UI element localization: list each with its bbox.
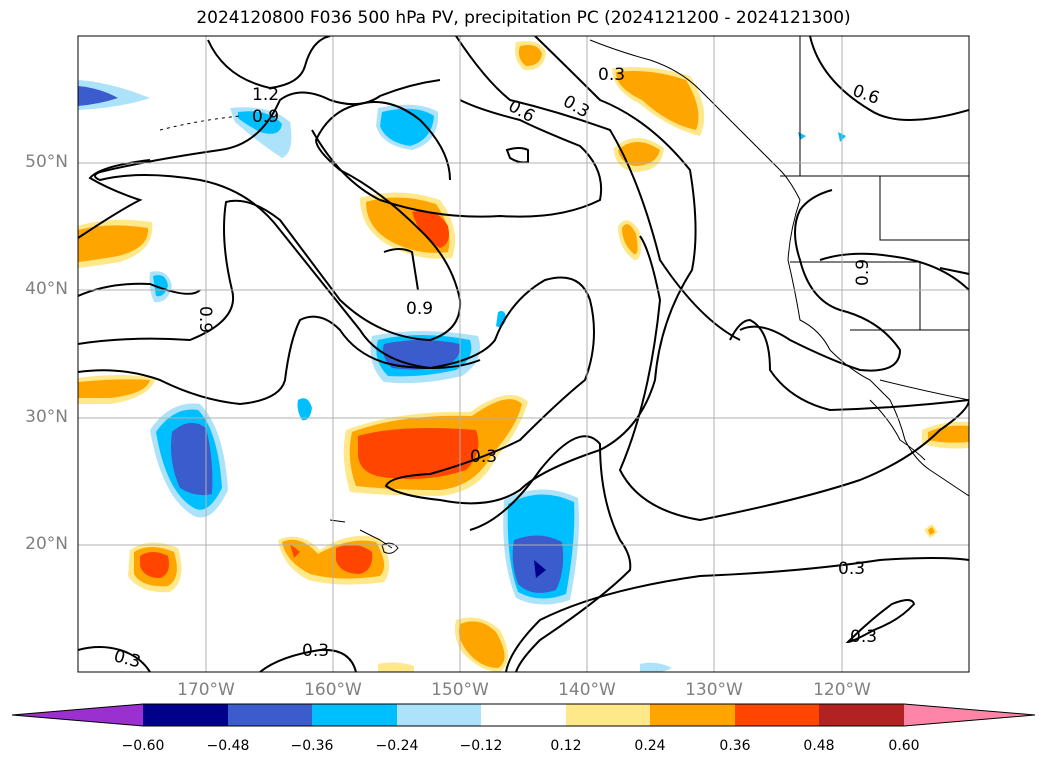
contour-label: 0.6 (850, 81, 882, 109)
map-title: 2024120800 F036 500 hPa PV, precipitatio… (196, 8, 851, 28)
lon-label: 160°W (304, 680, 362, 700)
colorbar-tick: −0.36 (290, 738, 334, 754)
lon-label: 170°W (177, 680, 235, 700)
contour-label: 0.9 (853, 259, 873, 286)
colorbar-segment (650, 704, 735, 726)
contour-label: 0.9 (406, 299, 433, 319)
lon-label: 130°W (685, 680, 743, 700)
contour-label: 0.3 (838, 559, 865, 579)
lat-label: 30°N (25, 407, 68, 427)
lon-label: 140°W (558, 680, 616, 700)
contour-label: 0.3 (559, 91, 592, 122)
pv-contours (78, 36, 969, 672)
colorbar-segment (312, 704, 397, 726)
precipitation-fills (78, 41, 969, 672)
coastlines (159, 36, 969, 554)
colorbar-tick: 0.12 (550, 738, 582, 754)
contour-label: 0.9 (195, 306, 215, 333)
map-frame (77, 35, 970, 673)
colorbar-tick: 0.48 (803, 738, 835, 754)
colorbar-tick: 0.60 (888, 738, 920, 754)
colorbar-tick: 0.24 (634, 738, 666, 754)
lon-label: 150°W (431, 680, 489, 700)
map-area: 1.2 0.9 0.6 0.3 0.3 0.6 0.9 0.9 0.3 0.3 … (78, 36, 969, 672)
lon-label: 120°W (813, 680, 871, 700)
colorbar-extend-high (904, 704, 1035, 726)
colorbar-tick: −0.12 (459, 738, 503, 754)
lat-label: 40°N (25, 279, 68, 299)
colorbar-segment (228, 704, 312, 726)
colorbar-segment (143, 704, 228, 726)
colorbar-extend-low (12, 704, 143, 726)
colorbar (11, 703, 1036, 727)
gridlines (78, 36, 969, 672)
contour-label: 0.3 (850, 627, 877, 647)
contour-label: 0.3 (598, 65, 625, 85)
colorbar-tick: −0.48 (206, 738, 250, 754)
colorbar-segment (481, 704, 566, 726)
contour-label: 0.3 (302, 641, 329, 661)
lat-label: 50°N (25, 152, 68, 172)
colorbar-segment (819, 704, 904, 726)
colorbar-tick: −0.24 (375, 738, 419, 754)
colorbar-segment (397, 704, 481, 726)
colorbar-tick: −0.60 (121, 738, 165, 754)
lat-label: 20°N (25, 534, 68, 554)
contour-label: 0.9 (252, 107, 279, 127)
colorbar-segment (566, 704, 650, 726)
contour-label: 0.3 (112, 646, 143, 672)
contour-label: 1.2 (252, 85, 279, 105)
colorbar-tick: 0.36 (719, 738, 751, 754)
colorbar-segment (735, 704, 819, 726)
contour-label: 0.3 (470, 447, 497, 467)
